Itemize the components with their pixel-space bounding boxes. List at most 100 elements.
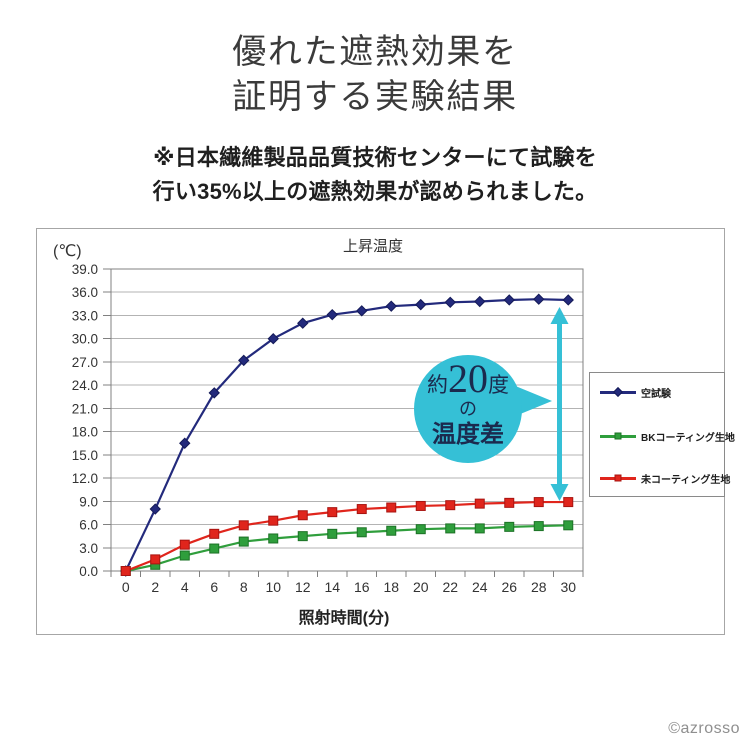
legend-line xyxy=(600,474,636,482)
bubble-pointer xyxy=(513,385,552,417)
svg-text:33.0: 33.0 xyxy=(72,308,98,323)
page-title: 優れた遮熱効果を 証明する実験結果 xyxy=(0,30,750,120)
svg-text:16: 16 xyxy=(354,579,370,595)
test-note-line-2: 行い35%以上の遮熱効果が認められました。 xyxy=(152,179,598,204)
data-point-square xyxy=(268,515,279,526)
svg-text:18.0: 18.0 xyxy=(72,425,98,440)
x-axis-label: 照射時間(分) xyxy=(299,608,390,627)
page-title-line-2: 証明する実験結果 xyxy=(232,79,518,116)
svg-text:0.0: 0.0 xyxy=(79,564,98,579)
data-point-square xyxy=(445,523,456,534)
data-point-square xyxy=(533,497,544,508)
page-title-line-1: 優れた遮熱効果を xyxy=(232,34,518,71)
svg-text:8: 8 xyxy=(240,579,248,595)
svg-text:24: 24 xyxy=(472,579,488,595)
test-note-line-1: ※日本繊維製品品質技術センターにて試験を xyxy=(153,145,597,170)
data-point-square xyxy=(268,533,279,544)
data-point-square xyxy=(415,524,426,535)
data-point-square xyxy=(356,504,367,515)
svg-text:22: 22 xyxy=(442,579,458,595)
data-point-diamond xyxy=(562,294,574,306)
data-point-square xyxy=(445,500,456,511)
data-point-square xyxy=(533,521,544,532)
svg-text:9.0: 9.0 xyxy=(79,494,98,509)
chart-legend: 空試験 BKコーティング生地 未コーティング生地 xyxy=(589,372,735,497)
data-point-diamond xyxy=(238,354,250,367)
copyright: ©azrosso xyxy=(668,720,740,737)
series-uncoated xyxy=(120,497,574,576)
bubble-circle xyxy=(414,355,522,463)
data-point-diamond xyxy=(474,295,486,308)
svg-text:24.0: 24.0 xyxy=(72,378,98,393)
data-point-square xyxy=(563,497,574,508)
svg-text:30.0: 30.0 xyxy=(72,332,98,347)
svg-text:30: 30 xyxy=(560,579,576,595)
data-point-square xyxy=(386,525,397,536)
difference-arrow xyxy=(550,307,569,501)
svg-text:18: 18 xyxy=(383,579,399,595)
bubble-text-bottom: 温度差 xyxy=(432,420,504,448)
legend-line xyxy=(600,387,636,397)
data-point-diamond xyxy=(385,300,397,312)
data-point-square xyxy=(474,498,485,509)
svg-text:15.0: 15.0 xyxy=(72,448,98,463)
svg-text:28: 28 xyxy=(531,579,547,595)
data-point-diamond xyxy=(356,305,368,317)
svg-text:21.0: 21.0 xyxy=(72,401,98,416)
data-point-square xyxy=(238,536,249,547)
data-point-diamond xyxy=(326,308,338,321)
data-point-square xyxy=(297,510,308,521)
chart-title: 上昇温度 xyxy=(343,238,403,255)
svg-text:6.0: 6.0 xyxy=(79,518,98,533)
legend-line xyxy=(600,432,636,440)
test-note: ※日本繊維製品品質技術センターにて試験を 行い35%以上の遮熱効果が認められまし… xyxy=(0,141,750,209)
svg-text:39.0: 39.0 xyxy=(72,262,98,277)
diamond-marker-icon xyxy=(613,387,623,397)
bubble-text-top: 約20度 xyxy=(427,356,509,401)
data-point-diamond xyxy=(208,387,220,399)
legend-entry-uncoated: 未コーティング生地 xyxy=(600,471,731,486)
arrow-head-up xyxy=(550,307,569,324)
svg-text:27.0: 27.0 xyxy=(72,355,98,370)
svg-text:3.0: 3.0 xyxy=(79,541,98,556)
data-point-square xyxy=(474,523,485,534)
data-point-square xyxy=(179,539,190,550)
svg-text:12.0: 12.0 xyxy=(72,471,98,486)
svg-text:20: 20 xyxy=(413,579,429,595)
data-point-diamond xyxy=(415,298,427,311)
data-point-diamond xyxy=(179,437,191,449)
data-point-square xyxy=(120,566,131,576)
data-point-square xyxy=(415,500,426,511)
data-point-square xyxy=(179,550,190,561)
data-point-diamond xyxy=(503,294,515,306)
legend-label: 未コーティング生地 xyxy=(641,474,731,486)
svg-text:36.0: 36.0 xyxy=(72,285,98,300)
y-unit-label: (℃) xyxy=(53,243,82,260)
data-point-square xyxy=(386,502,397,513)
x-tick-labels: 0 2 4 6 8 10 12 14 16 18 20 22 24 26 28 30 xyxy=(122,579,576,595)
legend-entry-bk-coated: BKコーティング生地 xyxy=(600,429,735,444)
data-point-diamond xyxy=(533,293,545,305)
data-point-square xyxy=(504,521,515,532)
svg-text:4: 4 xyxy=(181,579,189,595)
svg-text:12: 12 xyxy=(295,579,311,595)
data-point-diamond xyxy=(444,296,456,309)
chart-figure: 0.0 3.0 6.0 9.0 12.0 15.0 18.0 21.0 24.0 27.0 30.0… xyxy=(36,228,735,635)
legend-entry-blank-test: 空試験 xyxy=(600,385,671,400)
arrow-head-down xyxy=(550,484,569,501)
data-point-square xyxy=(327,507,338,518)
svg-text:26: 26 xyxy=(501,579,517,595)
data-point-square xyxy=(356,527,367,538)
chart-svg: 0.0 3.0 6.0 9.0 12.0 15.0 18.0 21.0 24.0 27.0 30.0… xyxy=(53,238,584,627)
y-tick-labels: 0.0 3.0 6.0 9.0 12.0 15.0 18.0 21.0 24.0 27.0 30.0… xyxy=(72,262,98,579)
data-point-diamond xyxy=(267,332,279,345)
data-point-square xyxy=(209,528,220,539)
bubble-text-mid: の xyxy=(459,399,477,419)
legend-label: BKコーティング生地 xyxy=(641,432,735,444)
data-point-square xyxy=(504,497,515,508)
data-point-square xyxy=(238,520,249,531)
svg-text:2: 2 xyxy=(151,579,159,595)
svg-text:0: 0 xyxy=(122,579,130,595)
